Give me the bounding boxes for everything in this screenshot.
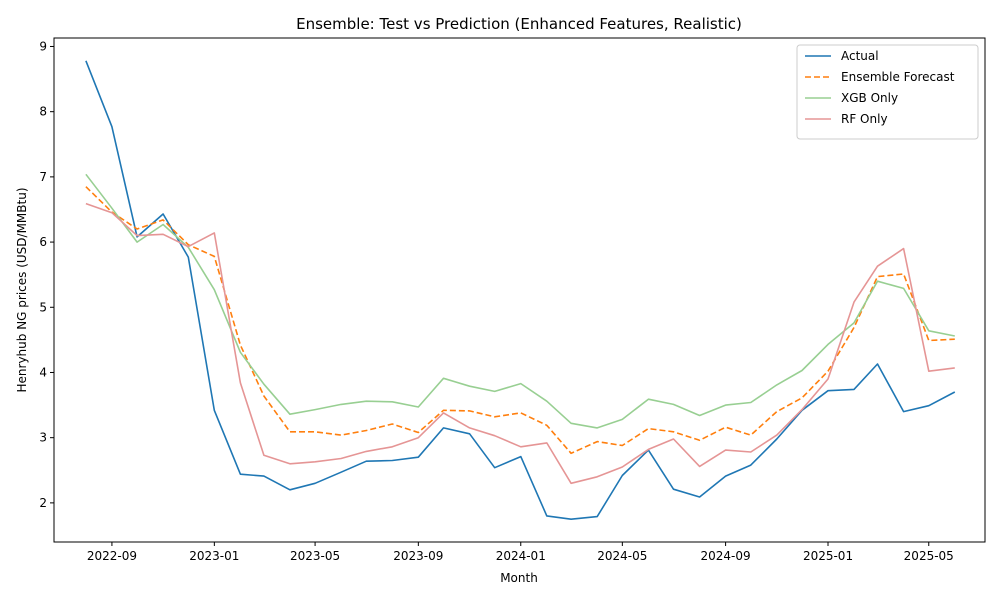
x-tick-label: 2024-01 bbox=[496, 549, 546, 563]
x-tick-label: 2023-09 bbox=[393, 549, 443, 563]
legend-label: Actual bbox=[841, 49, 879, 63]
x-tick-label: 2022-09 bbox=[87, 549, 137, 563]
y-tick-label: 7 bbox=[39, 170, 47, 184]
y-tick-label: 3 bbox=[39, 431, 47, 445]
y-tick-label: 9 bbox=[39, 39, 47, 53]
plot-frame bbox=[53, 37, 986, 543]
legend-label: XGB Only bbox=[841, 91, 898, 105]
x-tick-label: 2025-01 bbox=[803, 549, 853, 563]
y-tick-label: 4 bbox=[39, 365, 47, 379]
y-tick-label: 8 bbox=[39, 105, 47, 119]
x-tick-label: 2024-09 bbox=[701, 549, 751, 563]
y-tick-label: 6 bbox=[39, 235, 47, 249]
x-axis: 2022-09 2023-01 2023-05 2023-09 2024-01 2024-… bbox=[87, 542, 954, 563]
legend-label: RF Only bbox=[841, 112, 888, 126]
y-tick-label: 5 bbox=[39, 300, 47, 314]
x-tick-label: 2023-05 bbox=[290, 549, 340, 563]
legend-box bbox=[796, 44, 979, 140]
x-tick-label: 2024-05 bbox=[597, 549, 647, 563]
y-tick-label: 2 bbox=[39, 496, 47, 510]
legend-label: Ensemble Forecast bbox=[841, 70, 955, 84]
x-axis-label: Month bbox=[500, 571, 538, 585]
x-tick-label: 2025-05 bbox=[904, 549, 954, 563]
series-line-rf-only bbox=[85, 202, 955, 485]
series-lines bbox=[85, 60, 956, 521]
series-line-actual bbox=[85, 60, 956, 521]
series-line-ensemble-forecast bbox=[85, 186, 955, 455]
legend: Actual Ensemble Forecast XGB Only RF Only bbox=[796, 44, 979, 140]
x-tick-label: 2023-01 bbox=[189, 549, 239, 563]
chart-title: Ensemble: Test vs Prediction (Enhanced F… bbox=[296, 15, 742, 33]
y-axis-label: Henryhub NG prices (USD/MMBtu) bbox=[15, 187, 29, 392]
y-axis: 2 3 4 5 6 7 8 9 bbox=[39, 39, 54, 510]
